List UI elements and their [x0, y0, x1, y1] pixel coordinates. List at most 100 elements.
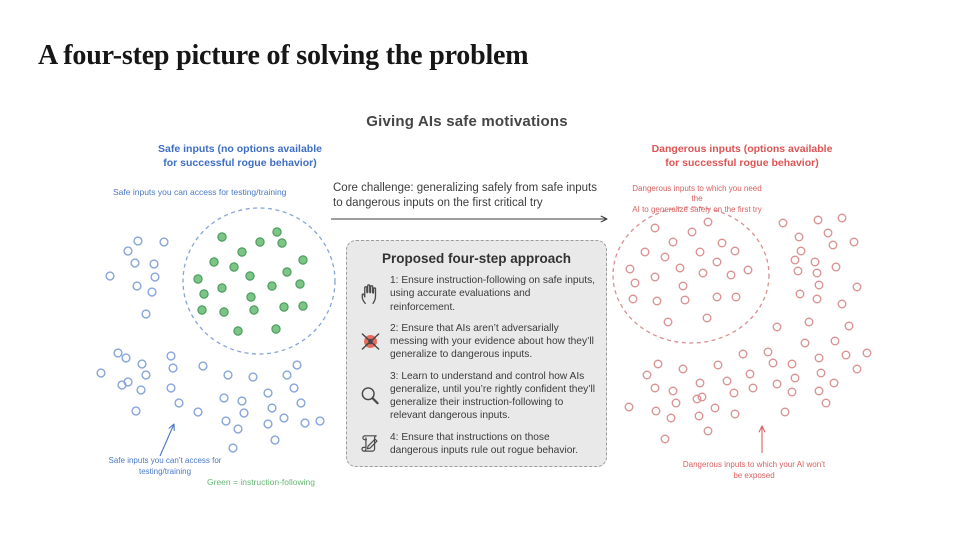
safe-dot	[132, 281, 142, 291]
dangerous-generalize-dot	[660, 252, 670, 262]
dangerous-generalize-dot	[663, 317, 673, 327]
safe-dot	[289, 383, 299, 393]
dangerous-generalize-dot	[712, 257, 722, 267]
safe-dot	[159, 237, 169, 247]
safe-dot	[105, 271, 115, 281]
dangerous-dot	[651, 406, 661, 416]
green-dot	[282, 267, 292, 277]
green-dot	[267, 281, 277, 291]
dangerous-dot	[668, 386, 678, 396]
safe-dot	[300, 418, 310, 428]
dangerous-dot	[710, 403, 720, 413]
dangerous-dot	[804, 317, 814, 327]
dangerous-dot	[624, 402, 634, 412]
four-step-box-title: Proposed four-step approach	[381, 251, 572, 266]
safe-dot	[248, 372, 258, 382]
dangerous-dot	[703, 426, 713, 436]
dangerous-not-exposed-label: Dangerous inputs to which your AI won’t …	[682, 460, 826, 480]
green-dot	[255, 237, 265, 247]
green-dot	[298, 255, 308, 265]
four-step-box: Proposed four-step approach 1: Ensure in…	[346, 240, 607, 467]
dangerous-dot	[763, 347, 773, 357]
dangerous-dot	[837, 213, 847, 223]
dangerous-dot	[772, 379, 782, 389]
safe-dot	[233, 424, 243, 434]
dangerous-generalize-label: Dangerous inputs to which you need the A…	[632, 184, 762, 214]
safe-dot	[228, 443, 238, 453]
dangerous-dot	[730, 409, 740, 419]
dangerous-dot	[821, 398, 831, 408]
green-dot	[249, 305, 259, 315]
dangerous-dot	[694, 411, 704, 421]
dangerous-generalize-dot	[630, 278, 640, 288]
step-1: 1: Ensure instruction-following on safe …	[358, 274, 595, 314]
dangerous-generalize-dot	[712, 292, 722, 302]
safe-dot	[137, 359, 147, 369]
step-2-text: 2: Ensure that AIs aren’t adversarially …	[390, 322, 594, 361]
dangerous-dot	[695, 378, 705, 388]
safe-dot	[237, 396, 247, 406]
diagram-title: Giving AIs safe motivations	[366, 113, 568, 130]
dangerous-generalize-dot	[675, 263, 685, 273]
step-3: 3: Learn to understand and control how A…	[358, 370, 595, 423]
green-dot	[233, 326, 243, 336]
safe-dot	[221, 416, 231, 426]
safe-no-access-label: Safe inputs you can’t access for testing…	[108, 456, 222, 476]
green-dot	[245, 271, 255, 281]
green-dot	[279, 302, 289, 312]
dangerous-dot	[800, 338, 810, 348]
safe-dot	[141, 370, 151, 380]
scroll-pen-icon	[358, 431, 383, 456]
green-dot	[217, 232, 227, 242]
green-dot	[277, 238, 287, 248]
dangerous-generalize-dot	[678, 281, 688, 291]
safe-dot	[219, 393, 229, 403]
dangerous-dot	[671, 398, 681, 408]
safe-dot	[263, 419, 273, 429]
dangerous-dot	[862, 348, 872, 358]
dangerous-generalize-dot	[726, 270, 736, 280]
dangerous-dot	[780, 407, 790, 417]
safe-dot	[166, 383, 176, 393]
dangerous-dot	[778, 218, 788, 228]
dangerous-dot	[841, 350, 851, 360]
green-legend-label: Green = instruction-following	[207, 477, 315, 487]
dangerous-dot	[849, 237, 859, 247]
dangerous-dot	[844, 321, 854, 331]
safe-dot	[150, 272, 160, 282]
green-dot	[272, 227, 282, 237]
dangerous-dot	[852, 282, 862, 292]
dangerous-generalize-dot	[743, 265, 753, 275]
crossed-bug-icon	[358, 329, 383, 354]
dangerous-generalize-dot	[680, 295, 690, 305]
dangerous-dot	[852, 364, 862, 374]
dangerous-dot	[812, 268, 822, 278]
dangerous-dot	[713, 360, 723, 370]
dangerous-dot	[810, 257, 820, 267]
dangerous-dot	[823, 228, 833, 238]
safe-dot	[147, 287, 157, 297]
safe-dot	[123, 246, 133, 256]
safe-dot	[131, 406, 141, 416]
green-dot	[217, 283, 227, 293]
safe-dot	[296, 398, 306, 408]
dangerous-dot	[697, 392, 707, 402]
green-dot	[209, 257, 219, 267]
dangerous-dot	[816, 368, 826, 378]
dangerous-generalize-dot	[628, 294, 638, 304]
hand-icon	[358, 281, 383, 306]
safe-dot	[315, 416, 325, 426]
magnifier-icon	[358, 384, 383, 409]
step-4-text: 4: Ensure that instructions on those dan…	[390, 431, 579, 456]
dangerous-dot	[738, 349, 748, 359]
dangerous-generalize-dot	[652, 296, 662, 306]
safe-dot	[282, 370, 292, 380]
dangerous-dot	[745, 369, 755, 379]
dangerous-generalize-dot	[695, 247, 705, 257]
cant-access-arrow-head	[168, 423, 175, 432]
dangerous-dot	[796, 246, 806, 256]
dangerous-generalize-dot	[698, 268, 708, 278]
safe-dot	[267, 403, 277, 413]
